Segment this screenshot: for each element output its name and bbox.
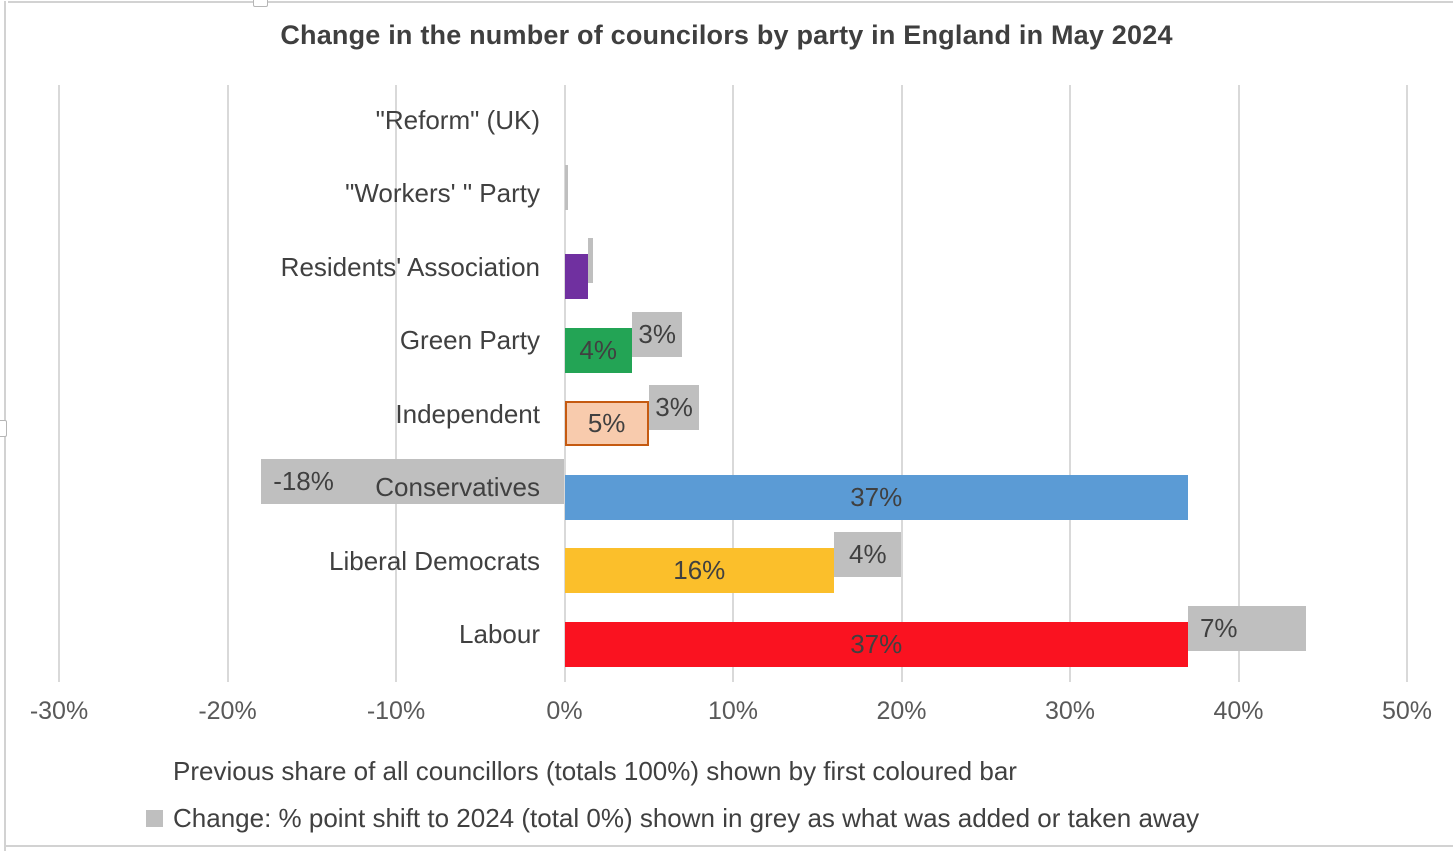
caption-previous-share: Previous share of all councillors (total…	[173, 756, 1017, 786]
gridline-0%	[563, 85, 566, 682]
change-label: 3%	[655, 392, 693, 423]
category-label: Conservatives	[375, 472, 540, 503]
previous-share-label: 4%	[579, 334, 617, 365]
previous-share-label: 16%	[673, 555, 726, 586]
previous-share-label: 5%	[587, 408, 626, 439]
x-tick--10%: -10%	[366, 697, 426, 725]
x-tick-30%: 30%	[1044, 697, 1096, 725]
gridline-20%	[900, 85, 903, 682]
change-label: 4%	[849, 539, 887, 570]
previous-share-bar	[564, 327, 632, 373]
previous-share-bar	[564, 621, 1188, 667]
gridline--10%	[395, 85, 397, 682]
change-bar	[648, 385, 700, 431]
chart-frame-top	[8, 1, 1453, 3]
gridline-30%	[1069, 85, 1071, 682]
gridline--20%	[226, 85, 229, 682]
previous-share-label: 37%	[850, 628, 903, 659]
grey-legend-swatch	[146, 810, 163, 827]
x-tick--30%: -30%	[29, 697, 89, 725]
change-label: 7%	[1199, 612, 1238, 643]
category-label: Residents' Association	[280, 251, 540, 282]
x-tick--20%: -20%	[198, 697, 257, 725]
x-tick-50%: 50%	[1381, 697, 1433, 725]
x-tick-40%: 40%	[1213, 697, 1264, 725]
category-label: Liberal Democrats	[329, 545, 540, 576]
gridline-10%	[732, 85, 734, 682]
category-label: Independent	[395, 398, 540, 429]
category-label: "Workers' " Party	[345, 178, 540, 209]
x-tick-0%: 0%	[546, 697, 583, 725]
change-bar	[588, 238, 594, 284]
previous-share-bar	[564, 401, 649, 447]
chart-frame-bottom	[4, 845, 1453, 847]
category-label: "Reform" (UK)	[375, 105, 540, 135]
chart-resize-handle-top[interactable]	[253, 0, 268, 7]
change-bar	[1187, 605, 1306, 651]
category-label: Green Party	[399, 325, 540, 356]
gridline-40%	[1237, 85, 1240, 682]
change-bar	[261, 458, 565, 504]
change-bar	[834, 532, 902, 578]
chart-resize-handle-left[interactable]	[0, 420, 7, 437]
previous-share-bar	[564, 254, 589, 300]
legend-change-label: Change: % point shift to 2024 (total 0%)…	[173, 803, 1200, 833]
x-tick-20%: 20%	[876, 697, 927, 725]
legend-change: Change: % point shift to 2024 (total 0%)…	[146, 803, 1199, 834]
change-label: 3%	[638, 318, 676, 349]
chart-title: Change in the number of councilors by pa…	[280, 20, 1173, 50]
x-tick-10%: 10%	[707, 697, 759, 725]
previous-share-label: 37%	[850, 481, 903, 512]
gridline--30%	[58, 85, 60, 682]
change-bar	[631, 311, 683, 357]
previous-share-bar	[564, 548, 835, 594]
change-bar	[564, 164, 568, 210]
gridline-50%	[1406, 85, 1408, 682]
change-label: -18%	[273, 465, 334, 496]
previous-share-bar	[564, 474, 1188, 520]
category-label: Labour	[459, 619, 540, 649]
